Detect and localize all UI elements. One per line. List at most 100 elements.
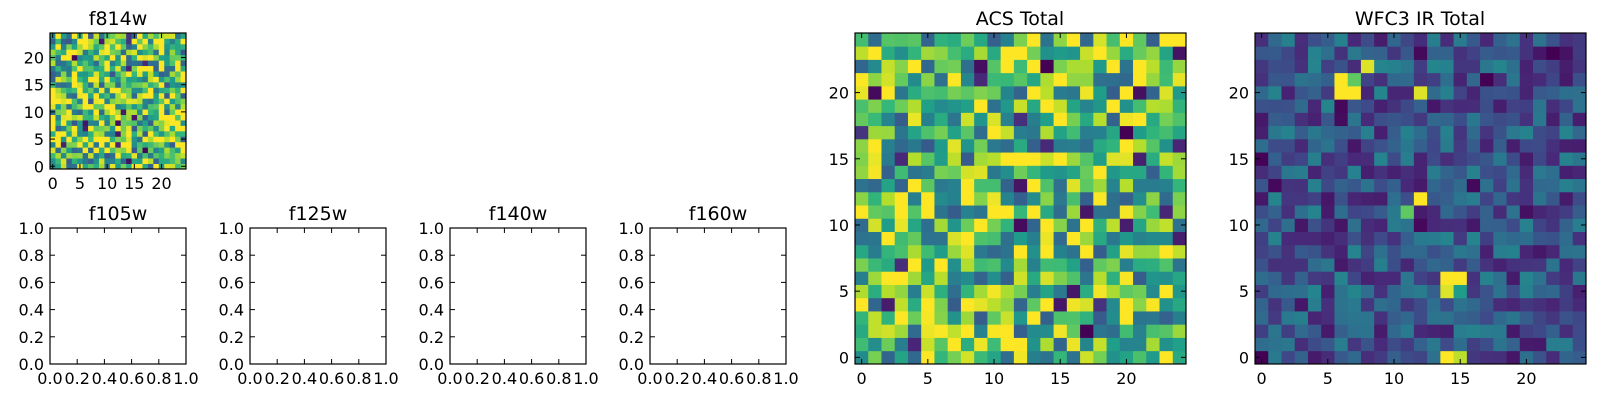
heatmap-cell-f814w <box>142 125 149 132</box>
heatmap-cell-acs-total <box>1013 165 1028 180</box>
heatmap-cell-acs-total <box>1000 125 1015 140</box>
heatmap-cell-acs-total <box>974 218 988 232</box>
heatmap-cell-f814w <box>88 147 94 154</box>
heatmap-cell-f814w <box>109 76 116 83</box>
heatmap-cell-wfc3-ir-total <box>1506 112 1521 127</box>
heatmap-cell-acs-total <box>1013 284 1028 299</box>
heatmap-cell-f814w <box>71 103 78 110</box>
heatmap-cell-wfc3-ir-total <box>1506 311 1521 325</box>
heatmap-cell-wfc3-ir-total <box>1413 205 1428 219</box>
heatmap-cell-f814w <box>50 43 56 50</box>
heatmap-cell-f814w <box>175 152 181 159</box>
heatmap-cell-wfc3-ir-total <box>1268 46 1282 60</box>
heatmap-cell-wfc3-ir-total <box>1466 350 1481 365</box>
heatmap-cell-f814w <box>180 65 187 72</box>
heatmap-cell-f814w <box>164 158 171 164</box>
heatmap-cell-acs-total <box>921 112 935 127</box>
heatmap-cell-f814w <box>98 141 105 148</box>
heatmap-cell-acs-total <box>907 205 922 219</box>
heatmap-cell-f814w <box>169 54 176 61</box>
heatmap-cell-acs-total <box>868 178 882 193</box>
heatmap-cell-f814w <box>60 103 67 110</box>
heatmap-cell-f814w <box>88 60 94 67</box>
heatmap-cell-acs-total <box>855 231 869 246</box>
heatmap-cell-wfc3-ir-total <box>1427 72 1441 87</box>
heatmap-cell-acs-total <box>987 284 1002 299</box>
heatmap-cell-wfc3-ir-total <box>1387 271 1402 285</box>
heatmap-cell-wfc3-ir-total <box>1546 297 1560 312</box>
heatmap-cell-wfc3-ir-total <box>1493 284 1507 299</box>
heatmap-cell-f814w <box>158 38 165 45</box>
heatmap-cell-acs-total <box>1080 191 1094 206</box>
heatmap-cell-wfc3-ir-total <box>1519 165 1534 180</box>
heatmap-cell-wfc3-ir-total <box>1294 311 1309 325</box>
heatmap-cell-acs-total <box>907 324 922 338</box>
heatmap-cell-wfc3-ir-total <box>1321 152 1335 166</box>
heatmap-cell-acs-total <box>1119 178 1134 193</box>
ticks-f140w: 0.0 0.2 0.4 0.6 0.8 1.00.00.20.40.60.81.0 <box>419 219 599 388</box>
heatmap-cell-f814w <box>98 33 105 39</box>
heatmap-cell-wfc3-ir-total <box>1294 337 1309 352</box>
heatmap-cell-f814w <box>115 65 122 72</box>
heatmap-cell-acs-total <box>1013 205 1028 219</box>
heatmap-cell-wfc3-ir-total <box>1506 72 1521 87</box>
heatmap-cell-acs-total <box>855 311 869 325</box>
heatmap-cell-acs-total <box>1066 231 1081 246</box>
heatmap-cell-acs-total <box>855 178 869 193</box>
heatmap-cell-acs-total <box>1027 284 1041 299</box>
heatmap-cell-acs-total <box>1119 165 1134 180</box>
heatmap-cell-f814w <box>82 114 89 121</box>
heatmap-cell-acs-total <box>921 165 935 180</box>
heatmap-cell-acs-total <box>987 244 1002 259</box>
heatmap-cell-wfc3-ir-total <box>1519 350 1534 365</box>
heatmap-cell-wfc3-ir-total <box>1413 244 1428 259</box>
heatmap-cell-acs-total <box>894 191 909 206</box>
heatmap-cell-acs-total <box>1000 337 1015 352</box>
heatmap-cell-f814w <box>164 103 171 110</box>
heatmap-cell-wfc3-ir-total <box>1294 178 1309 193</box>
heatmap-cell-wfc3-ir-total <box>1334 85 1349 100</box>
heatmap-cell-acs-total <box>1133 59 1147 74</box>
heatmap-cell-f814w <box>88 92 94 99</box>
heatmap-cell-f814w <box>71 38 78 45</box>
heatmap-cell-acs-total <box>1027 112 1041 127</box>
heatmap-cell-f814w <box>120 163 127 170</box>
heatmap-cell-acs-total <box>868 350 882 365</box>
heatmap-cell-f814w <box>82 120 89 126</box>
heatmap-cell-wfc3-ir-total <box>1493 72 1507 87</box>
heatmap-cell-wfc3-ir-total <box>1440 244 1454 259</box>
heatmap-cell-wfc3-ir-total <box>1453 99 1468 113</box>
heatmap-cell-f814w <box>147 76 154 83</box>
heatmap-cell-f814w <box>164 76 171 83</box>
heatmap-cell-f814w <box>104 92 111 99</box>
heatmap-cell-wfc3-ir-total <box>1307 231 1322 246</box>
heatmap-cell-wfc3-ir-total <box>1506 191 1521 206</box>
heatmap-cell-wfc3-ir-total <box>1387 218 1402 232</box>
heatmap-cells-f814w <box>50 33 187 170</box>
heatmap-cell-wfc3-ir-total <box>1268 324 1282 338</box>
heatmap-cell-wfc3-ir-total <box>1453 72 1468 87</box>
heatmap-cell-f814w <box>142 33 149 39</box>
heatmap-cell-acs-total <box>921 138 935 153</box>
heatmap-cell-acs-total <box>1040 191 1054 206</box>
heatmap-cell-acs-total <box>1172 271 1187 285</box>
heatmap-cell-f814w <box>153 92 160 99</box>
heatmap-cell-wfc3-ir-total <box>1427 138 1441 153</box>
panel-title-f160w: f160w <box>689 203 748 225</box>
heatmap-cell-acs-total <box>960 59 975 74</box>
heatmap-cell-acs-total <box>1080 72 1094 87</box>
heatmap-cell-f814w <box>169 147 176 154</box>
heatmap-cell-wfc3-ir-total <box>1427 244 1441 259</box>
heatmap-cell-wfc3-ir-total <box>1360 46 1375 60</box>
y-tick-label-wfc3-ir-total: 10 <box>1229 216 1249 235</box>
heatmap-cell-wfc3-ir-total <box>1440 231 1454 246</box>
heatmap-cell-wfc3-ir-total <box>1255 178 1269 193</box>
heatmap-cell-wfc3-ir-total <box>1533 85 1547 100</box>
heatmap-cell-acs-total <box>1093 271 1107 285</box>
heatmap-cell-wfc3-ir-total <box>1400 125 1415 140</box>
heatmap-cell-acs-total <box>1000 59 1015 74</box>
y-tick-label-acs-total: 15 <box>829 150 849 169</box>
heatmap-cell-wfc3-ir-total <box>1400 33 1415 47</box>
heatmap-cell-wfc3-ir-total <box>1347 231 1362 246</box>
heatmap-cell-wfc3-ir-total <box>1480 297 1494 312</box>
